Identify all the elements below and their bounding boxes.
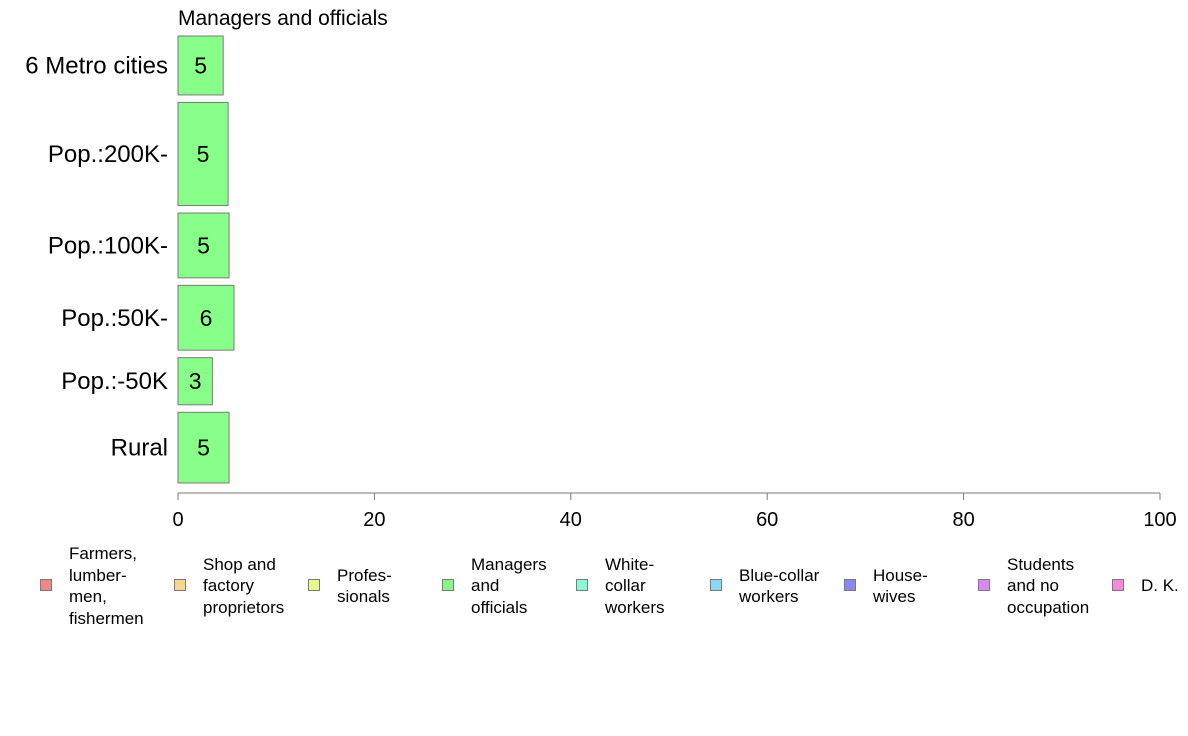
legend-label: Blue-collar workers <box>739 565 820 607</box>
legend-label: Students and no occupation <box>1007 554 1090 617</box>
legend-label: Shop and factory proprietors <box>203 554 285 617</box>
legend-label: White- collar workers <box>605 554 665 617</box>
bar-value-label: 5 <box>197 435 210 461</box>
bar-value-label: 6 <box>200 305 213 331</box>
bar <box>177 411 230 484</box>
bar-value-label: 3 <box>189 368 202 394</box>
bars-group: 5 6 Metro cities 5 Pop.:200K- 5 Pop.:100K- 6 Po… <box>25 35 235 484</box>
legend-label: Profes- sionals <box>337 565 392 607</box>
legend-swatch <box>40 579 52 591</box>
category-label: Pop.:100K- <box>48 232 168 259</box>
x-axis: 0 20 40 60 80 100 <box>172 492 1177 531</box>
category-label: Pop.:200K- <box>48 141 168 168</box>
category-label: Pop.:50K- <box>61 305 168 332</box>
legend-swatch <box>844 579 856 591</box>
legend-swatch <box>174 579 186 591</box>
bar <box>177 35 224 96</box>
bar <box>177 212 230 279</box>
legend-swatch <box>442 579 454 591</box>
legend-label: House- wives <box>873 565 928 607</box>
bar-value-label: 5 <box>197 232 210 258</box>
bar-chart: Managers and officials 5 6 Metro cities 5 P… <box>25 7 1177 531</box>
bar <box>177 284 235 351</box>
category-label: Pop.:-50K <box>61 368 168 395</box>
bar <box>177 357 213 406</box>
x-tick-label: 40 <box>560 509 582 531</box>
legend-swatch <box>978 579 990 591</box>
chart-title: Managers and officials <box>178 7 388 30</box>
legend-swatch <box>576 579 588 591</box>
legend-label: Managers and officials <box>471 554 547 617</box>
x-tick-label: 100 <box>1143 509 1176 531</box>
bar <box>177 101 229 207</box>
legend: Farmers, lumber- men, fishermen Shop and … <box>0 540 1188 640</box>
x-tick-label: 60 <box>756 509 778 531</box>
x-tick-label: 20 <box>363 509 385 531</box>
x-tick-label: 80 <box>952 509 974 531</box>
category-label: 6 Metro cities <box>25 52 168 79</box>
bar-value-label: 5 <box>197 141 210 167</box>
x-tick-label: 0 <box>172 509 183 531</box>
legend-swatch <box>710 579 722 591</box>
legend-swatch <box>308 579 320 591</box>
bar-value-label: 5 <box>194 52 207 78</box>
legend-swatch <box>1112 579 1124 591</box>
legend-label: D. K. <box>1141 576 1179 596</box>
legend-label: Farmers, lumber- men, fishermen <box>69 544 144 628</box>
category-label: Rural <box>111 435 168 462</box>
